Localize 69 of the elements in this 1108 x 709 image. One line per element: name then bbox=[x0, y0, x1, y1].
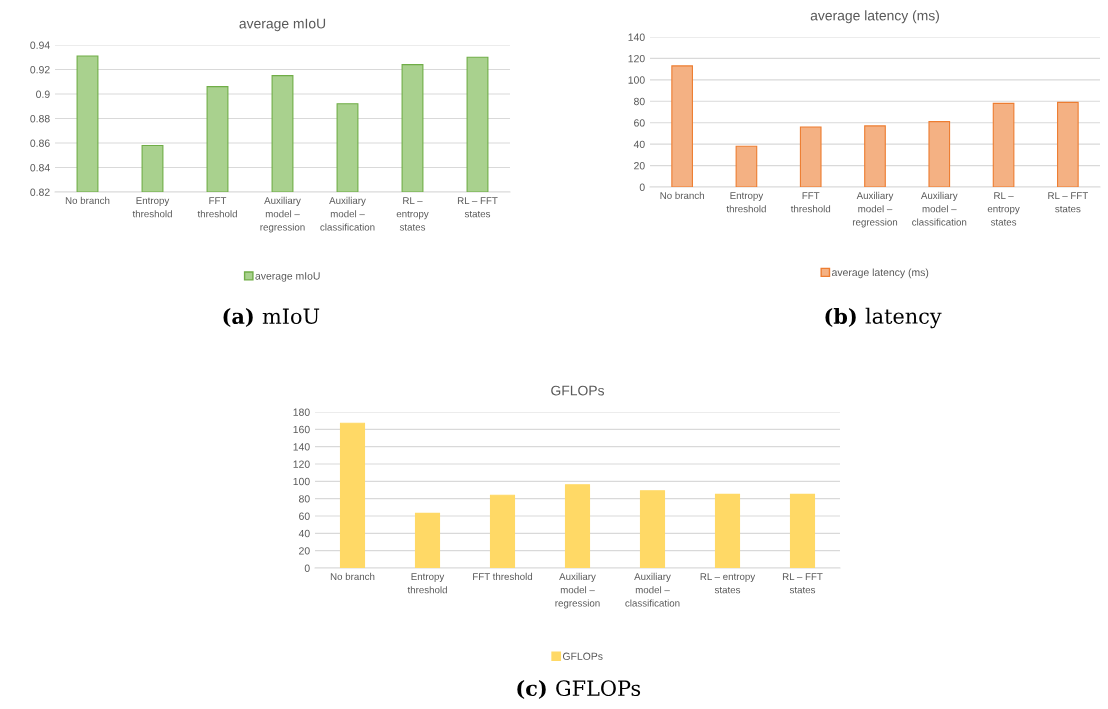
y-tick-label: 0.9 bbox=[36, 90, 50, 98]
x-tick-label: RL – FFT states bbox=[457, 197, 498, 218]
x-tick-label: No branch bbox=[660, 191, 704, 199]
y-tick-label: 180 bbox=[293, 408, 310, 416]
x-tick-label: FFT threshold bbox=[790, 192, 831, 213]
legend-label: average mIoU bbox=[255, 272, 320, 282]
bar bbox=[1057, 101, 1079, 187]
y-tick-label: 20 bbox=[299, 547, 310, 555]
y-tick-label: 140 bbox=[628, 33, 645, 41]
y-tick-label: 140 bbox=[293, 443, 310, 451]
bar bbox=[414, 512, 441, 568]
y-tick-label: 0.92 bbox=[30, 66, 50, 74]
y-tick-label: 60 bbox=[634, 119, 645, 127]
y-tick-label: 100 bbox=[628, 76, 645, 84]
bar bbox=[339, 422, 366, 568]
chart-title: average latency (ms) bbox=[810, 10, 939, 24]
x-tick-label: Auxiliary model – regression bbox=[260, 196, 305, 233]
x-tick-label: RL – entropy states bbox=[987, 192, 1020, 226]
x-tick-label: RL – FFT states bbox=[782, 573, 823, 594]
bar bbox=[489, 494, 516, 568]
x-tick-label: Auxiliary model – regression bbox=[555, 572, 600, 609]
y-tick-label: 0 bbox=[304, 564, 310, 572]
bar bbox=[564, 484, 591, 568]
bar bbox=[928, 121, 951, 187]
y-tick-label: 100 bbox=[293, 477, 310, 486]
x-tick-label: RL – FFT states bbox=[1048, 192, 1088, 213]
x-tick-label: FFT threshold bbox=[473, 572, 533, 580]
x-tick-label: No branch bbox=[330, 572, 375, 580]
chart-title: GFLOPs bbox=[551, 385, 605, 396]
chart-title: average mIoU bbox=[239, 18, 326, 32]
legend-label: average latency (ms) bbox=[832, 268, 929, 279]
bar bbox=[789, 493, 816, 568]
x-tick-label: Entropy threshold bbox=[132, 197, 172, 218]
text: (a) mIoU bbox=[223, 307, 320, 327]
y-tick-label: 120 bbox=[293, 460, 310, 468]
x-tick-label: RL – entropy states bbox=[396, 197, 429, 231]
y-tick-label: 60 bbox=[299, 512, 310, 520]
x-tick-label: Entropy threshold bbox=[407, 573, 447, 594]
x-tick-label: Auxiliary model – classification bbox=[625, 572, 680, 607]
y-tick-label: 120 bbox=[628, 54, 645, 63]
x-tick-label: Auxiliary model – classification bbox=[912, 191, 967, 226]
y-tick-label: 40 bbox=[633, 140, 645, 149]
x-tick-label: Auxiliary model – regression bbox=[852, 191, 898, 228]
x-tick-label: Auxiliary model – classification bbox=[320, 196, 375, 231]
y-tick-label: 0 bbox=[639, 183, 645, 191]
y-tick-label: 0.86 bbox=[30, 139, 50, 147]
text: (c) GFLOPs bbox=[517, 679, 641, 699]
x-tick-label: Entropy threshold bbox=[726, 192, 766, 213]
x-tick-label: FFT threshold bbox=[197, 197, 237, 218]
text: (b) latency bbox=[825, 307, 942, 329]
y-tick-label: 0.88 bbox=[30, 115, 50, 123]
x-tick-label: RL – entropy states bbox=[700, 573, 756, 594]
bar bbox=[864, 125, 886, 187]
y-tick-label: 40 bbox=[298, 529, 310, 538]
y-tick-label: 0.82 bbox=[30, 188, 50, 196]
bar bbox=[799, 126, 822, 187]
y-tick-label: 0.94 bbox=[30, 41, 50, 49]
bar bbox=[671, 65, 693, 187]
y-tick-label: 160 bbox=[293, 425, 310, 434]
legend-label: GFLOPs bbox=[562, 652, 603, 660]
bar bbox=[639, 490, 666, 568]
bar bbox=[735, 145, 758, 187]
y-tick-label: 0.84 bbox=[30, 164, 50, 172]
x-tick-label: No branch bbox=[65, 196, 110, 204]
bar bbox=[992, 102, 1015, 187]
y-tick-label: 80 bbox=[634, 97, 645, 106]
y-tick-label: 80 bbox=[299, 495, 310, 503]
bar bbox=[714, 493, 741, 568]
y-tick-label: 20 bbox=[634, 162, 645, 170]
